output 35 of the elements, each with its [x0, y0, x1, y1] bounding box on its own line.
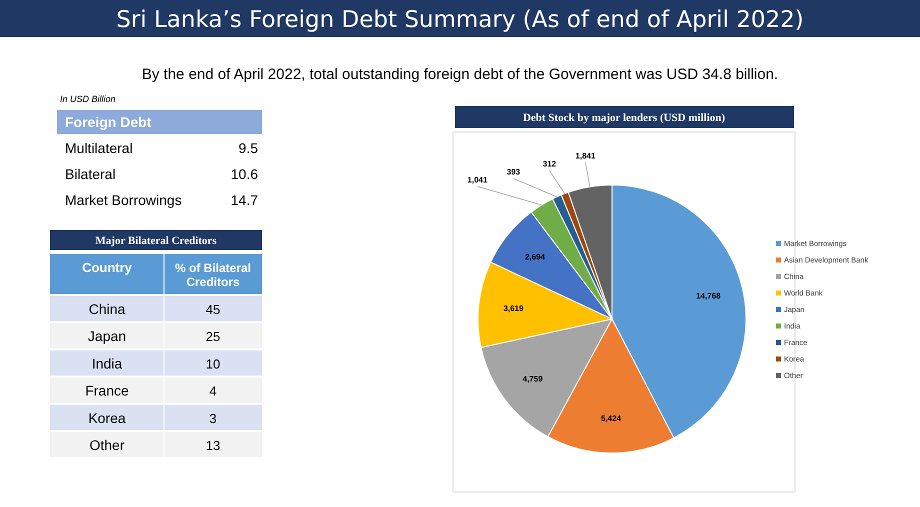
text: In USD Billion: [60, 94, 116, 104]
category-label: Japan: [88, 328, 126, 344]
data-label: 3,619: [503, 304, 524, 313]
category-label: Market Borrowings: [65, 192, 182, 208]
data-label: 9.5: [238, 140, 258, 156]
data-label: 5,424: [601, 414, 622, 424]
text: Foreign Debt: [65, 114, 152, 130]
data-label: 10: [206, 356, 220, 372]
data-label: 25: [206, 329, 220, 344]
data-label: 1,041: [467, 176, 488, 185]
data-label: 2,694: [524, 252, 546, 262]
category-label: Bilateral: [65, 166, 116, 182]
data-label: 1,841: [575, 151, 596, 160]
category-label: China: [88, 301, 126, 317]
category-label: Korea: [88, 410, 126, 426]
text: % of Bilateral Creditors: [174, 261, 252, 289]
category-label: France: [85, 382, 129, 399]
data-label: 393: [506, 168, 521, 177]
data-label: 3: [209, 410, 217, 426]
data-label: 14,768: [696, 291, 722, 300]
text: By the end of April 2022, total outstanding foreign debt of the Government was USD 34.8 billion.: [142, 66, 778, 83]
category-label: Multilateral: [65, 140, 133, 156]
data-label: 14.7: [230, 192, 258, 208]
data-label: 45: [206, 302, 220, 317]
data-label: 312: [542, 160, 557, 169]
text: Country: [82, 260, 133, 275]
data-label: 13: [206, 438, 220, 453]
chart-title: Debt Stock by major lenders (USD million): [522, 112, 726, 124]
category-label: India: [92, 355, 122, 372]
data-label: 4: [209, 384, 217, 399]
data-label: 10.6: [230, 166, 258, 182]
text: Sri Lanka’s Foreign Debt Summary (As of end of April 2022): [116, 7, 804, 33]
data-label: 4,759: [522, 374, 544, 384]
text: Major Bilateral Creditors: [95, 235, 218, 247]
category-label: Other: [89, 437, 125, 453]
